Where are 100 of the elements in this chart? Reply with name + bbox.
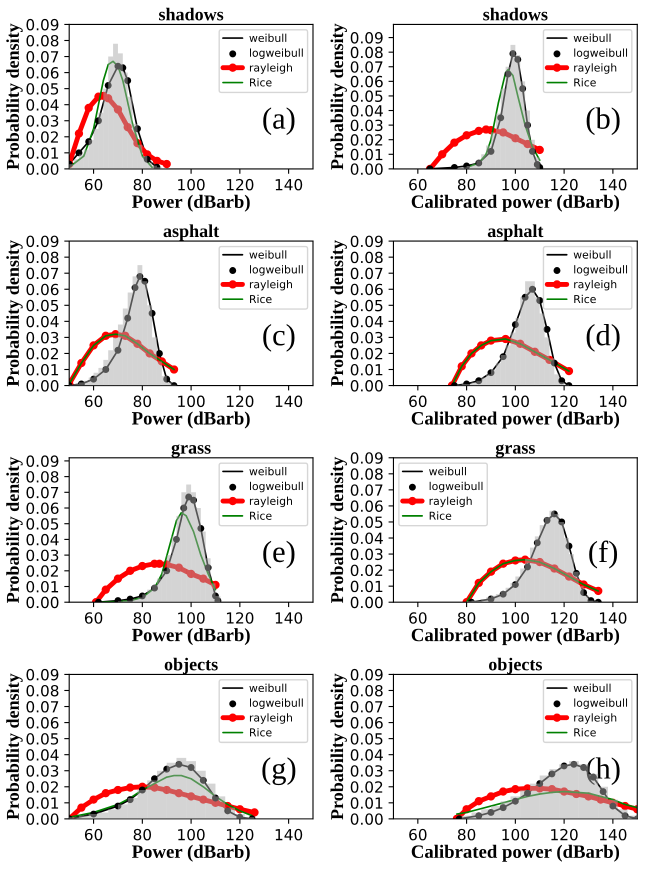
- y-axis-title: Probability density: [6, 674, 23, 820]
- y-tick-label: 0.06: [350, 717, 383, 729]
- y-tick-label: 0.06: [26, 717, 59, 729]
- y-tick-label: 0.09: [350, 32, 383, 44]
- y-tick-label: 0.04: [26, 749, 59, 761]
- chart-title: shadows: [159, 8, 224, 20]
- annotation: (d): [586, 324, 620, 352]
- x-tick-label: 60: [409, 396, 427, 408]
- x-tick-label: 140: [276, 612, 302, 624]
- annotation: (a): [263, 107, 294, 136]
- y-tick-label: 0.09: [350, 668, 383, 680]
- y-tick-label: 0.00: [26, 163, 58, 175]
- y-tick-label: 0.07: [26, 486, 58, 498]
- y-axis-title: Probability density: [6, 240, 23, 386]
- x-tick-label: 80: [134, 612, 152, 624]
- x-tick-label: 80: [134, 828, 152, 840]
- y-tick-label: 0.01: [26, 364, 58, 376]
- legend-label: logweibull: [250, 48, 303, 59]
- y-tick-label: 0.01: [350, 148, 382, 160]
- x-tick-label: 120: [551, 612, 578, 624]
- chart-title: objects: [488, 658, 542, 674]
- y-tick-label: 0.00: [350, 813, 383, 825]
- legend-label: Rice: [250, 78, 272, 86]
- y-tick-label: 0.05: [26, 300, 58, 312]
- x-axis-title: Calibrated power (dBarb): [412, 411, 620, 428]
- y-tick-label: 0.06: [26, 284, 59, 296]
- x-tick-label: 60: [409, 178, 427, 190]
- y-tick-label: 0.04: [26, 316, 59, 328]
- y-tick-label: 0.07: [26, 51, 58, 63]
- x-tick-label: 80: [458, 828, 476, 840]
- legend-label: rayleigh: [250, 713, 292, 724]
- x-tick-label: 80: [458, 396, 476, 408]
- y-tick-label: 0.02: [350, 348, 382, 360]
- y-tick-label: 0.01: [350, 580, 382, 592]
- y-tick-label: 0.05: [26, 83, 58, 95]
- x-tick-label: 140: [600, 396, 626, 408]
- x-tick-label: 60: [409, 828, 427, 840]
- legend-label: Rice: [250, 294, 272, 304]
- legend-label: logweibull: [250, 698, 303, 709]
- y-tick-label: 0.01: [26, 147, 58, 159]
- x-axis-title: Calibrated power (dBarb): [412, 844, 620, 862]
- y-tick-label: 0.04: [350, 532, 383, 544]
- y-tick-label: 0.05: [26, 733, 58, 745]
- legend-label: rayleigh: [574, 63, 616, 74]
- legend-label: rayleigh: [574, 280, 616, 290]
- y-tick-label: 0.04: [350, 749, 383, 761]
- y-tick-label: 0.04: [26, 99, 59, 111]
- y-tick-label: 0.05: [26, 518, 58, 530]
- legend-label: rayleigh: [430, 496, 472, 508]
- x-tick-label: 120: [226, 612, 254, 624]
- y-tick-label: 0.08: [26, 252, 58, 264]
- y-tick-label: 0.09: [26, 455, 58, 467]
- y-tick-label: 0.02: [350, 134, 382, 146]
- legend-label: logweibull: [574, 265, 628, 276]
- legend-label: logweibull: [250, 482, 303, 492]
- y-tick-label: 0.03: [26, 332, 58, 344]
- legend-label: weibull: [249, 250, 286, 259]
- x-tick-label: 80: [458, 612, 476, 624]
- x-tick-label: 80: [134, 178, 152, 190]
- x-tick-label: 100: [502, 828, 529, 840]
- y-tick-label: 0.08: [26, 684, 58, 697]
- y-axis-title: Probability density: [6, 456, 23, 604]
- y-tick-label: 0.01: [26, 580, 58, 593]
- y-tick-label: 0.01: [350, 797, 382, 809]
- legend-label: weibull: [429, 466, 466, 476]
- legend-label: weibull: [574, 684, 611, 692]
- x-tick-label: 120: [551, 178, 578, 190]
- annotation: (f): [589, 540, 618, 569]
- x-tick-label: 140: [276, 396, 302, 408]
- annotation: (h): [586, 757, 620, 786]
- x-tick-label: 80: [458, 178, 476, 190]
- chart-title: grass: [172, 444, 211, 458]
- y-tick-label: 0.09: [350, 452, 383, 464]
- x-axis-title: Calibrated power (dBarb): [412, 194, 620, 212]
- x-axis-title: Power (dBarb): [132, 194, 250, 212]
- y-tick-label: 0.00: [26, 380, 58, 392]
- legend-label: logweibull: [574, 48, 628, 59]
- x-tick-label: 60: [84, 612, 102, 624]
- legend-label: weibull: [249, 684, 286, 692]
- y-axis-title: Probability density: [330, 674, 347, 820]
- y-tick-label: 0.05: [350, 516, 382, 528]
- y-tick-label: 0.02: [350, 564, 382, 576]
- legend-label: weibull: [249, 466, 286, 476]
- x-tick-label: 120: [551, 396, 578, 408]
- legend-label: Rice: [574, 728, 596, 736]
- y-tick-label: 0.03: [350, 548, 383, 560]
- y-tick-label: 0.04: [26, 534, 59, 546]
- y-tick-label: 0.07: [350, 268, 382, 280]
- x-tick-label: 100: [502, 612, 529, 624]
- y-tick-label: 0.00: [26, 596, 58, 608]
- x-tick-label: 100: [502, 178, 529, 190]
- x-tick-label: 140: [600, 828, 626, 840]
- legend-label: weibull: [574, 250, 611, 259]
- y-tick-label: 0.00: [350, 163, 383, 175]
- chart-title: shadows: [483, 8, 548, 20]
- x-tick-label: 140: [276, 178, 302, 190]
- legend-label: Rice: [250, 511, 272, 520]
- y-tick-label: 0.05: [350, 300, 382, 312]
- x-tick-label: 100: [178, 396, 205, 408]
- y-axis-title: Probability density: [330, 24, 347, 170]
